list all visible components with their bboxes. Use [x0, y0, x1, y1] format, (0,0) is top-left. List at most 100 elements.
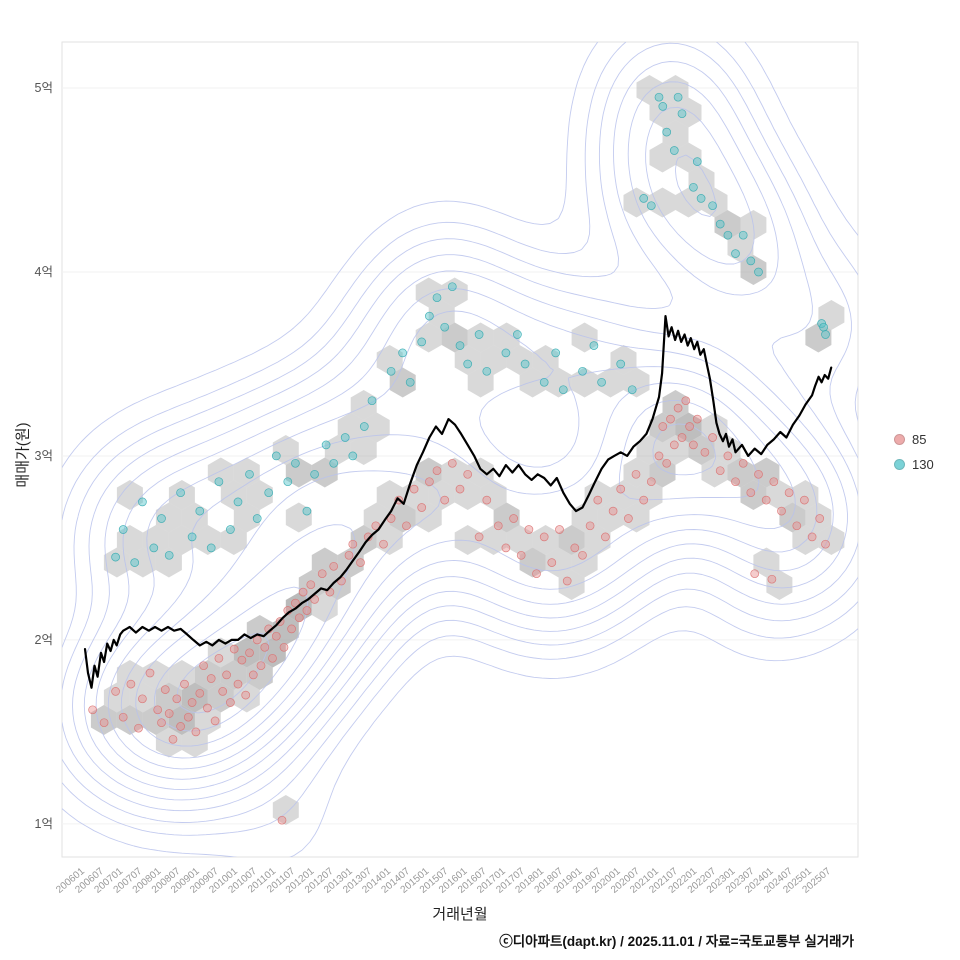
data-point-85	[241, 690, 251, 700]
data-point-85	[792, 521, 802, 531]
hex-cell	[233, 637, 260, 668]
data-point-85	[268, 653, 277, 663]
scatter-series-130	[111, 92, 830, 567]
data-point-85	[482, 495, 492, 505]
data-point-85	[172, 694, 182, 704]
hex-cell	[779, 502, 806, 533]
data-point-130	[746, 256, 756, 266]
data-point-130	[187, 532, 197, 542]
data-point-130	[302, 506, 312, 516]
hex-cell	[467, 457, 494, 488]
data-point-85	[509, 514, 518, 523]
data-point-85	[608, 506, 618, 516]
hex-cell	[168, 480, 195, 510]
legend-label-85: 85	[912, 432, 927, 447]
hex-cell	[415, 322, 442, 353]
hex-cell	[675, 412, 702, 443]
x-axis-title: 거래년월	[432, 906, 488, 923]
data-point-130	[754, 267, 763, 277]
data-point-130	[731, 249, 740, 258]
hex-cell	[103, 547, 130, 578]
data-point-85	[153, 705, 163, 715]
data-point-130	[597, 377, 606, 387]
hex-cell	[805, 502, 832, 533]
data-point-130	[398, 348, 407, 358]
data-point-85	[807, 532, 817, 542]
hex-cell	[246, 480, 273, 510]
legend-item-85: 85	[894, 432, 934, 447]
data-point-85	[277, 815, 287, 825]
data-point-85	[348, 539, 358, 549]
data-point-85	[669, 440, 679, 450]
y-tick-label: 1억	[35, 817, 53, 831]
data-point-130	[463, 359, 473, 369]
data-point-130	[482, 366, 492, 376]
data-point-130	[696, 194, 706, 203]
hex-cell	[623, 367, 650, 398]
data-point-85	[180, 679, 189, 689]
data-point-85	[754, 469, 763, 479]
data-point-85	[302, 606, 312, 615]
data-point-85	[616, 484, 626, 494]
data-point-85	[260, 642, 270, 652]
data-point-85	[145, 668, 155, 678]
data-point-130	[639, 194, 649, 203]
data-point-85	[463, 469, 473, 479]
data-point-85	[746, 488, 756, 498]
data-point-85	[88, 705, 97, 715]
hex-cell	[493, 502, 520, 533]
data-point-130	[195, 506, 205, 516]
hex-cell	[415, 277, 442, 308]
data-point-130	[677, 109, 687, 119]
data-point-130	[558, 385, 568, 395]
data-point-85	[767, 574, 777, 584]
y-tick-label: 5억	[35, 81, 53, 95]
y-axis-title: 매매가(원)	[14, 422, 32, 488]
data-point-85	[344, 550, 354, 560]
data-point-130	[367, 396, 377, 406]
data-point-85	[447, 458, 457, 468]
hex-cell	[441, 277, 468, 308]
data-point-85	[501, 543, 511, 553]
data-point-130	[405, 377, 415, 387]
data-point-85	[715, 466, 725, 476]
data-point-85	[245, 648, 254, 658]
data-point-130	[662, 127, 672, 137]
data-point-85	[658, 422, 668, 431]
hex-cell	[363, 502, 390, 533]
data-point-85	[252, 635, 262, 645]
data-point-85	[306, 580, 316, 590]
data-point-85	[440, 495, 450, 505]
hex-cell	[493, 322, 520, 353]
data-point-130	[551, 348, 561, 358]
hex-cell	[454, 480, 481, 510]
data-point-85	[206, 674, 216, 683]
hex-cell	[129, 547, 156, 578]
data-point-130	[723, 230, 733, 240]
data-point-85	[379, 539, 388, 549]
data-point-85	[317, 569, 327, 579]
data-point-85	[134, 723, 143, 733]
data-point-85	[708, 433, 717, 442]
legend: 85 130	[894, 432, 934, 472]
hex-cell	[532, 525, 559, 555]
hex-cell	[324, 570, 351, 600]
hex-cell	[168, 705, 195, 735]
data-point-85	[279, 642, 289, 652]
hex-cell	[376, 525, 403, 555]
data-point-85	[218, 687, 228, 696]
data-point-85	[673, 403, 683, 413]
legend-dot-85-icon	[894, 434, 905, 445]
hex-cell	[337, 412, 364, 443]
hex-cell	[649, 97, 676, 128]
data-point-130	[455, 341, 465, 350]
hex-cell	[454, 525, 481, 555]
data-point-85	[769, 477, 779, 487]
hex-cell	[623, 457, 650, 488]
data-point-130	[627, 385, 637, 395]
data-point-130	[715, 219, 725, 229]
data-point-85	[183, 712, 193, 722]
data-point-130	[138, 497, 147, 507]
data-point-85	[777, 506, 786, 516]
